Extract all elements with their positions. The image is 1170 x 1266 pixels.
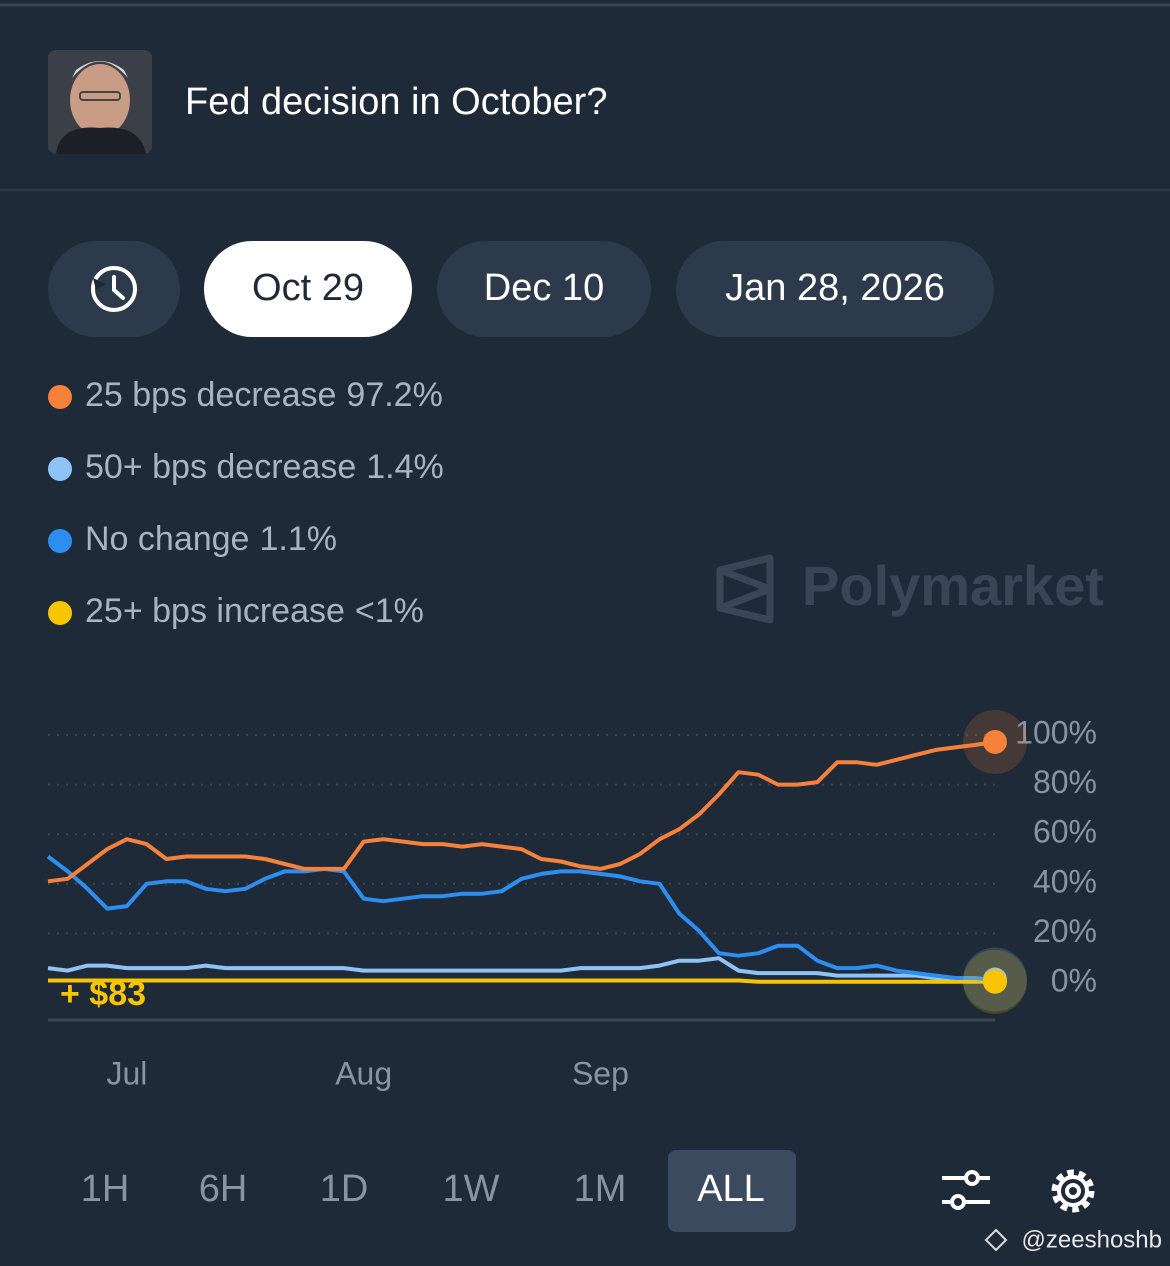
- annotation: + $83: [60, 975, 146, 1013]
- legend-text: 25+ bps increase <1%: [85, 592, 424, 630]
- series-name: No change: [85, 520, 249, 558]
- series-current: 97.2%: [346, 376, 442, 414]
- credit-icon: [984, 1228, 1008, 1252]
- legend: 25 bps decrease 97.2% 50+ bps decrease 1.4%…: [48, 376, 444, 630]
- avatar: [48, 50, 152, 154]
- x-tick-label: Sep: [572, 1055, 629, 1091]
- series-line: [47, 956, 996, 982]
- range-button[interactable]: 1H: [81, 1168, 130, 1210]
- tab-label: Jan 28, 2026: [725, 267, 945, 309]
- range-button[interactable]: 1D: [320, 1168, 369, 1210]
- range-button[interactable]: 1W: [443, 1168, 500, 1210]
- polymarket-logo: Polymarket: [716, 554, 1104, 624]
- legend-dot: [48, 601, 72, 625]
- legend-dot: [48, 457, 72, 481]
- history-button[interactable]: [48, 241, 180, 337]
- series-line: [47, 739, 996, 884]
- tab-background: [437, 241, 651, 337]
- date-tab[interactable]: Jan 28, 2026: [676, 241, 994, 337]
- credit: @zeeshoshb: [1022, 1226, 1162, 1253]
- chart: 0% 20% 40% 60% 80% 100% Jul Aug Sep + $83: [46, 709, 1097, 1091]
- series-name: 25 bps decrease: [85, 376, 336, 414]
- legend-text: 25 bps decrease 97.2%: [85, 376, 443, 414]
- series-line: [46, 854, 996, 983]
- tab-label: Oct 29: [252, 267, 364, 309]
- settings-button[interactable]: [1051, 1169, 1095, 1213]
- legend-dot: [48, 385, 72, 409]
- series-name: 25+ bps increase: [85, 592, 345, 630]
- series-name: 50+ bps decrease: [85, 448, 356, 486]
- y-tick-label: 80%: [1033, 764, 1097, 800]
- legend-item: 25+ bps increase <1%: [48, 592, 424, 630]
- end-dot: [983, 729, 1007, 754]
- legend-item: 25 bps decrease 97.2%: [48, 376, 443, 414]
- legend-dot: [48, 529, 72, 553]
- x-tick-label: Aug: [335, 1055, 392, 1091]
- chart-settings-button[interactable]: [942, 1170, 990, 1210]
- legend-text: 50+ bps decrease 1.4%: [85, 448, 444, 486]
- watermark: Polymarket: [802, 554, 1104, 617]
- series-current: <1%: [355, 592, 424, 630]
- series-current: 1.4%: [366, 448, 444, 486]
- range-button[interactable]: 1M: [574, 1168, 627, 1210]
- date-tab[interactable]: Dec 10: [437, 241, 651, 337]
- range-label: ALL: [697, 1168, 765, 1210]
- range-buttons: 1H 6H 1D 1W 1M ALL: [81, 1150, 796, 1232]
- end-dot: [983, 969, 1007, 994]
- legend-text: No change 1.1%: [85, 520, 337, 558]
- y-tick-label: 60%: [1033, 814, 1097, 850]
- range-label: 1D: [320, 1168, 369, 1210]
- y-tick-label: 0%: [1051, 962, 1097, 998]
- y-tick-label: 100%: [1015, 714, 1097, 750]
- y-tick-label: 20%: [1033, 913, 1097, 949]
- market-title: Fed decision in October?: [185, 81, 607, 123]
- range-button[interactable]: 6H: [199, 1168, 248, 1210]
- range-label: 6H: [199, 1168, 248, 1210]
- x-tick-label: Jul: [106, 1055, 147, 1091]
- range-active-bg: [668, 1150, 796, 1232]
- legend-item: No change 1.1%: [48, 520, 337, 558]
- date-tabs: Oct 29 Dec 10 Jan 28, 2026: [204, 241, 994, 337]
- series-line: [48, 978, 995, 984]
- y-tick-label: 40%: [1033, 863, 1097, 899]
- range-button[interactable]: ALL: [668, 1150, 796, 1232]
- series-current: 1.1%: [259, 520, 337, 558]
- date-tab[interactable]: Oct 29: [204, 241, 412, 337]
- tab-background: [204, 241, 412, 337]
- range-label: 1W: [443, 1168, 500, 1210]
- tab-label: Dec 10: [484, 267, 604, 309]
- tab-background: [676, 241, 994, 337]
- legend-item: 50+ bps decrease 1.4%: [48, 448, 444, 486]
- range-label: 1H: [81, 1168, 130, 1210]
- range-label: 1M: [574, 1168, 627, 1210]
